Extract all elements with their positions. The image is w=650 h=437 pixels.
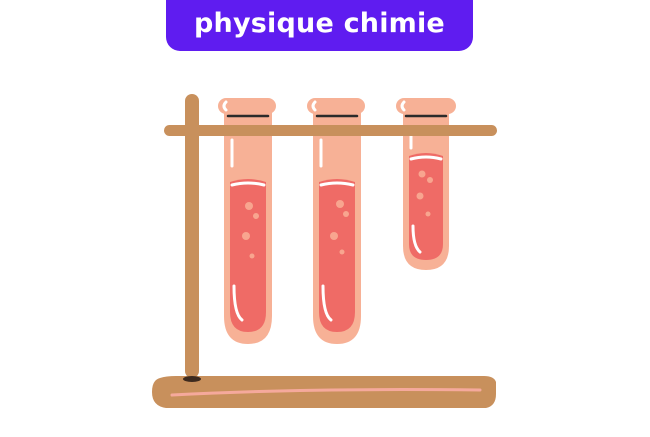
title-banner: physique chimie	[166, 0, 473, 51]
test-tube-right	[396, 98, 456, 270]
test-tube-middle	[307, 98, 365, 344]
page-title: physique chimie	[194, 8, 445, 39]
stand-pole	[183, 94, 201, 382]
test-tube-left	[218, 98, 276, 344]
stand-bar	[164, 114, 497, 140]
stand-base	[152, 376, 496, 408]
